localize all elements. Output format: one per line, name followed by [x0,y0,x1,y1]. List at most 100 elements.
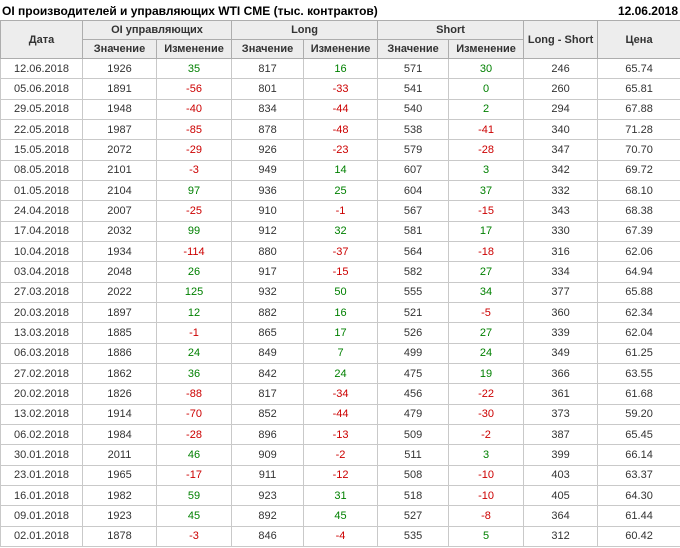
short-value-cell: 508 [377,464,450,486]
long-change-cell: 24 [303,362,379,385]
oi-change-cell: 59 [155,484,233,507]
table-row: 17.04.2018 2032 99 912 32 581 17 330 67.39 [0,220,680,242]
long-value-cell: 896 [231,423,305,446]
long-change-cell: 31 [303,484,379,507]
long-short-cell: 403 [523,464,599,486]
long-change-cell: -44 [303,403,379,425]
short-value-cell: 582 [377,261,450,283]
price-cell: 68.10 [597,179,680,202]
oi-change-cell: -29 [155,139,233,161]
short-value-cell: 535 [377,525,450,548]
price-cell: 63.37 [597,464,680,486]
oi-value-cell: 1885 [82,322,157,344]
price-cell: 65.88 [597,281,680,303]
price-cell: 65.81 [597,78,680,100]
date-cell: 08.05.2018 [0,159,83,181]
date-cell: 09.01.2018 [0,505,83,527]
oi-change-cell: 45 [155,505,233,527]
oi-value-cell: 1982 [82,484,157,507]
table-header: Дата OI управляющих Long Short Long - Sh… [0,20,680,59]
long-short-cell: 366 [523,362,599,385]
date-cell: 22.05.2018 [0,118,83,141]
date-cell: 10.04.2018 [0,240,83,263]
short-change-cell: 2 [448,98,525,120]
oi-value-cell: 1862 [82,362,157,385]
long-short-cell: 246 [523,57,599,80]
long-change-cell: -44 [303,98,379,120]
long-short-cell: 332 [523,179,599,202]
oi-value-cell: 2011 [82,444,157,466]
long-value-cell: 949 [231,159,305,181]
long-value-cell: 842 [231,362,305,385]
col-header-price: Цена [597,20,680,59]
short-value-cell: 499 [377,342,450,364]
long-value-cell: 926 [231,139,305,161]
oi-change-cell: -1 [155,322,233,344]
date-cell: 03.04.2018 [0,261,83,283]
date-cell: 06.03.2018 [0,342,83,364]
table-row: 03.04.2018 2048 26 917 -15 582 27 334 64.94 [0,261,680,283]
short-change-cell: 5 [448,525,525,548]
table-row: 15.05.2018 2072 -29 926 -23 579 -28 347 70.70 [0,139,680,161]
long-change-cell: -33 [303,78,379,100]
long-short-cell: 312 [523,525,599,548]
short-value-cell: 526 [377,322,450,344]
table-row: 10.04.2018 1934 -114 880 -37 564 -18 316 62.06 [0,240,680,263]
oi-value-cell: 1891 [82,78,157,100]
date-cell: 13.02.2018 [0,403,83,425]
long-change-cell: -2 [303,444,379,466]
subheader-oi-value: Значение [82,39,157,59]
short-value-cell: 567 [377,200,450,222]
oi-change-cell: -114 [155,240,233,263]
price-cell: 65.45 [597,423,680,446]
long-value-cell: 849 [231,342,305,364]
table-row: 06.02.2018 1984 -28 896 -13 509 -2 387 65.45 [0,423,680,446]
date-cell: 29.05.2018 [0,98,83,120]
price-cell: 68.38 [597,200,680,222]
oi-change-cell: -88 [155,383,233,405]
table-row: 13.02.2018 1914 -70 852 -44 479 -30 373 59.20 [0,403,680,425]
table-row: 01.05.2018 2104 97 936 25 604 37 332 68.10 [0,179,680,202]
subheader-short-value: Значение [377,39,450,59]
table-row: 20.02.2018 1826 -88 817 -34 456 -22 361 61.68 [0,383,680,405]
oi-value-cell: 1934 [82,240,157,263]
oi-value-cell: 1948 [82,98,157,120]
date-cell: 05.06.2018 [0,78,83,100]
long-short-cell: 339 [523,322,599,344]
oi-change-cell: 24 [155,342,233,364]
long-value-cell: 880 [231,240,305,263]
long-change-cell: -12 [303,464,379,486]
long-value-cell: 892 [231,505,305,527]
oi-value-cell: 1826 [82,383,157,405]
short-change-cell: -15 [448,200,525,222]
short-value-cell: 571 [377,57,450,80]
price-cell: 62.04 [597,322,680,344]
oi-table: Дата OI управляющих Long Short Long - Sh… [0,20,680,548]
table-row: 20.03.2018 1897 12 882 16 521 -5 360 62.34 [0,301,680,324]
short-change-cell: 3 [448,444,525,466]
short-change-cell: 24 [448,342,525,364]
long-value-cell: 817 [231,383,305,405]
short-change-cell: -28 [448,139,525,161]
date-cell: 23.01.2018 [0,464,83,486]
oi-value-cell: 1878 [82,525,157,548]
long-change-cell: -34 [303,383,379,405]
short-change-cell: -2 [448,423,525,446]
short-change-cell: -10 [448,484,525,507]
short-change-cell: -41 [448,118,525,141]
table-row: 08.05.2018 2101 -3 949 14 607 3 342 69.72 [0,159,680,181]
long-value-cell: 834 [231,98,305,120]
date-cell: 24.04.2018 [0,200,83,222]
short-value-cell: 564 [377,240,450,263]
short-change-cell: 30 [448,57,525,80]
short-change-cell: 27 [448,261,525,283]
oi-value-cell: 1984 [82,423,157,446]
table-row: 27.02.2018 1862 36 842 24 475 19 366 63.55 [0,362,680,385]
long-change-cell: 25 [303,179,379,202]
oi-change-cell: -17 [155,464,233,486]
price-cell: 63.55 [597,362,680,385]
long-short-cell: 294 [523,98,599,120]
oi-change-cell: 26 [155,261,233,283]
page-title: OI производителей и управляющих WTI CME … [2,3,378,18]
oi-value-cell: 1886 [82,342,157,364]
